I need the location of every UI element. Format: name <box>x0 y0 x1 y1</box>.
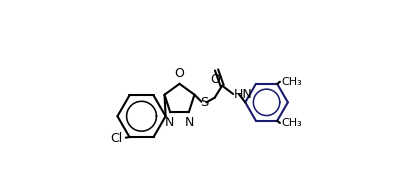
Text: N: N <box>185 116 194 129</box>
Text: N: N <box>165 116 174 129</box>
Text: O: O <box>175 67 184 80</box>
Text: CH₃: CH₃ <box>282 77 303 87</box>
Text: HN: HN <box>234 87 253 101</box>
Text: Cl: Cl <box>110 131 122 145</box>
Text: CH₃: CH₃ <box>282 118 303 128</box>
Text: O: O <box>211 73 220 86</box>
Text: S: S <box>200 96 208 109</box>
